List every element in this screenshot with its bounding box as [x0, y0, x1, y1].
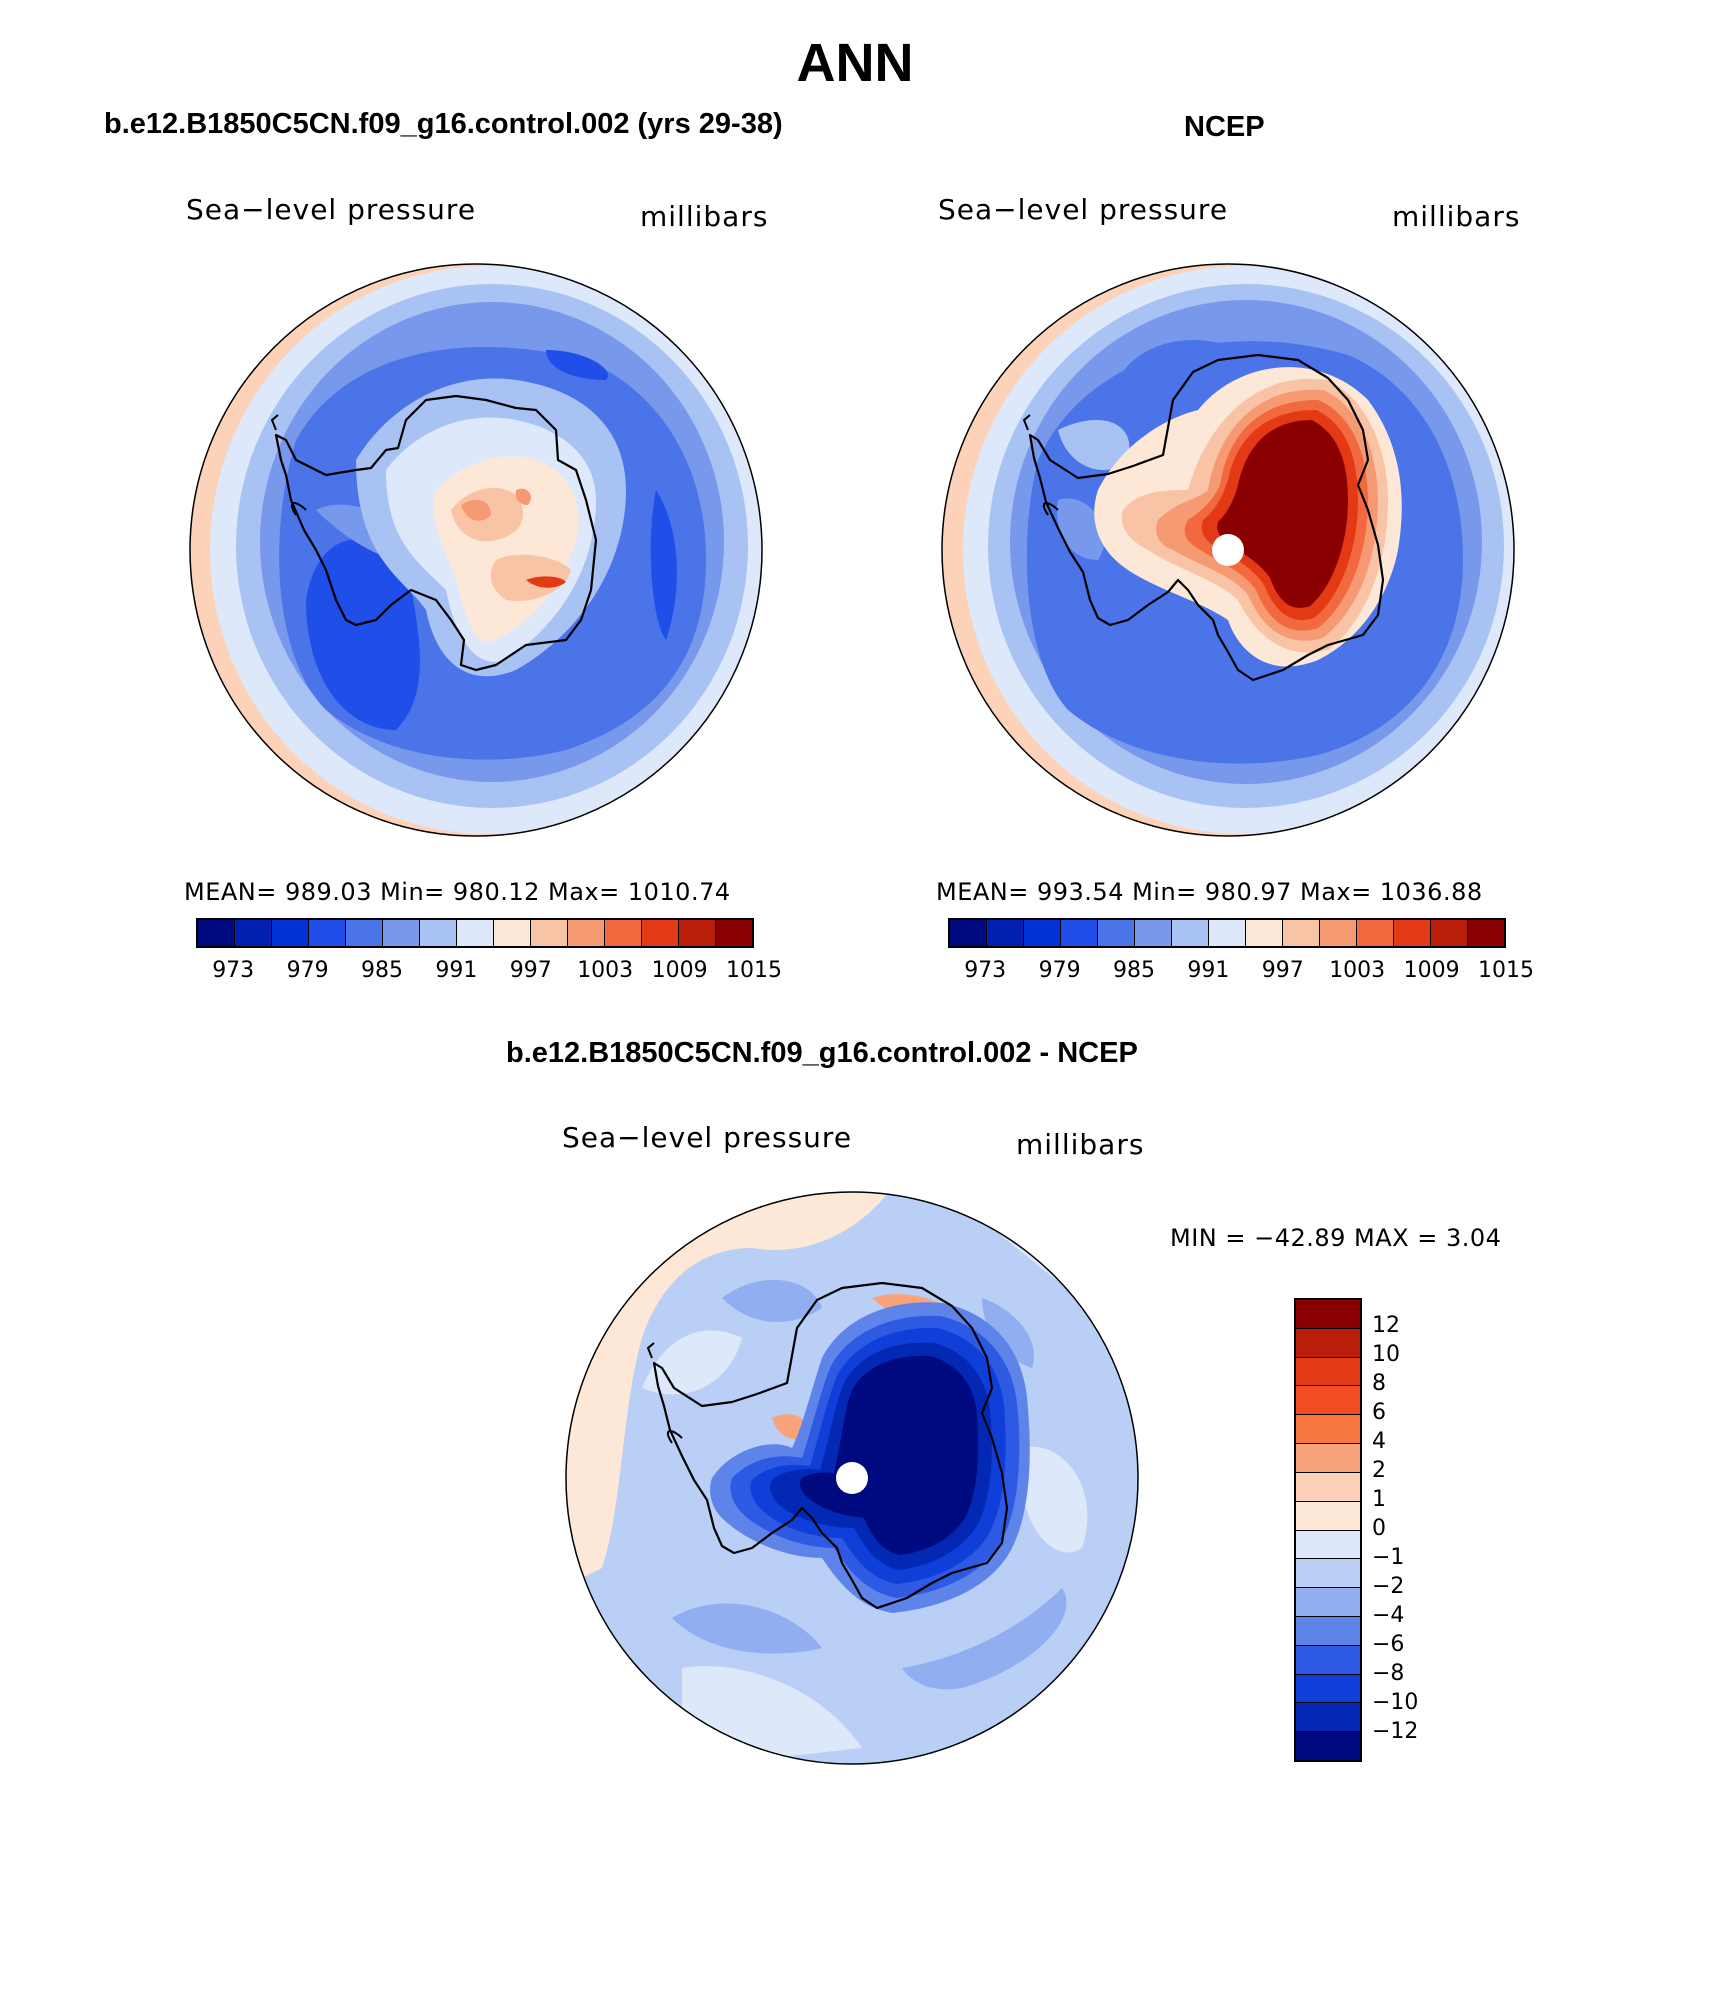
obs-variable-label: Sea−level pressure	[938, 193, 1229, 226]
colorbar-tick-label: 1015	[726, 958, 782, 983]
colorbar-swatch	[1468, 920, 1504, 946]
colorbar-swatch	[1296, 1703, 1360, 1733]
obs-colorbar	[948, 918, 1506, 948]
colorbar-swatch	[1283, 920, 1320, 946]
colorbar-swatch	[1296, 1415, 1360, 1445]
obs-panel-title: NCEP	[1184, 111, 1265, 143]
colorbar-tick-label: 973	[212, 958, 255, 983]
colorbar-swatch	[987, 920, 1024, 946]
colorbar-swatch	[1357, 920, 1394, 946]
diff-polar-map	[565, 1191, 1139, 1765]
colorbar-swatch	[1135, 920, 1172, 946]
colorbar-swatch	[420, 920, 457, 946]
colorbar-tick-label: 10	[1372, 1342, 1400, 1367]
obs-polar-map	[941, 263, 1515, 837]
colorbar-tick-label: 12	[1372, 1313, 1400, 1338]
colorbar-swatch	[1431, 920, 1468, 946]
colorbar-tick-label: −1	[1372, 1545, 1405, 1570]
colorbar-tick-label: 6	[1372, 1400, 1386, 1425]
colorbar-swatch	[1296, 1472, 1360, 1502]
colorbar-tick-label: 979	[1038, 958, 1081, 983]
colorbar-tick-label: 979	[286, 958, 329, 983]
colorbar-swatch	[1296, 1616, 1360, 1646]
colorbar-tick-label: −4	[1372, 1603, 1405, 1628]
colorbar-tick-label: 1009	[1403, 958, 1460, 983]
colorbar-swatch	[1296, 1559, 1360, 1589]
colorbar-swatch	[1296, 1328, 1360, 1358]
colorbar-tick-label: 1	[1372, 1487, 1386, 1512]
colorbar-tick-label: 2	[1372, 1458, 1386, 1483]
colorbar-swatch	[950, 920, 987, 946]
colorbar-swatch	[1296, 1444, 1360, 1473]
colorbar-swatch	[1296, 1588, 1360, 1617]
figure-title: ANN	[796, 33, 914, 93]
colorbar-swatch	[679, 920, 716, 946]
colorbar-tick-label: 1003	[1329, 958, 1386, 983]
colorbar-swatch	[457, 920, 494, 946]
model-stats: MEAN= 989.03 Min= 980.12 Max= 1010.74	[184, 878, 731, 906]
colorbar-tick-label: 997	[1261, 958, 1304, 983]
diff-colorbar	[1294, 1298, 1362, 1762]
colorbar-swatch	[605, 920, 642, 946]
model-variable-label: Sea−level pressure	[186, 193, 477, 226]
colorbar-swatch	[531, 920, 568, 946]
colorbar-tick-label: −10	[1372, 1690, 1419, 1715]
colorbar-swatch	[1296, 1674, 1360, 1704]
colorbar-swatch	[716, 920, 752, 946]
colorbar-swatch	[383, 920, 420, 946]
obs-units-label: millibars	[1392, 200, 1521, 233]
colorbar-tick-label: 991	[435, 958, 478, 983]
colorbar-swatch	[568, 920, 605, 946]
diff-panel-title: b.e12.B1850C5CN.f09_g16.control.002 - NC…	[506, 1037, 1138, 1069]
colorbar-tick-label: 1009	[651, 958, 708, 983]
colorbar-swatch	[494, 920, 531, 946]
colorbar-swatch	[346, 920, 383, 946]
diff-units-label: millibars	[1016, 1128, 1145, 1161]
model-colorbar	[196, 918, 754, 948]
colorbar-tick-label: 4	[1372, 1429, 1386, 1454]
colorbar-swatch	[1296, 1357, 1360, 1387]
colorbar-swatch	[1172, 920, 1209, 946]
colorbar-swatch	[1061, 920, 1098, 946]
colorbar-tick-label: 1015	[1478, 958, 1534, 983]
colorbar-swatch	[1098, 920, 1135, 946]
colorbar-tick-label: 0	[1372, 1516, 1386, 1541]
colorbar-swatch	[1296, 1501, 1360, 1531]
colorbar-tick-label: 1003	[577, 958, 634, 983]
colorbar-swatch	[1024, 920, 1061, 946]
colorbar-tick-label: 973	[964, 958, 1007, 983]
colorbar-tick-label: −8	[1372, 1661, 1405, 1686]
colorbar-tick-label: 991	[1187, 958, 1230, 983]
colorbar-swatch	[1296, 1300, 1360, 1329]
colorbar-swatch	[1394, 920, 1431, 946]
obs-stats: MEAN= 993.54 Min= 980.97 Max= 1036.88	[936, 878, 1483, 906]
colorbar-swatch	[1296, 1386, 1360, 1416]
colorbar-tick-label: 8	[1372, 1371, 1386, 1396]
colorbar-swatch	[1209, 920, 1246, 946]
colorbar-tick-label: 997	[509, 958, 552, 983]
colorbar-swatch	[309, 920, 346, 946]
colorbar-tick-label: −2	[1372, 1574, 1405, 1599]
colorbar-swatch	[1296, 1645, 1360, 1675]
colorbar-tick-label: 985	[1113, 958, 1155, 983]
colorbar-swatch	[1296, 1530, 1360, 1560]
model-panel-title: b.e12.B1850C5CN.f09_g16.control.002 (yrs…	[104, 108, 783, 140]
diff-variable-label: Sea−level pressure	[562, 1121, 853, 1154]
colorbar-swatch	[235, 920, 272, 946]
colorbar-swatch	[642, 920, 679, 946]
colorbar-swatch	[1320, 920, 1357, 946]
colorbar-tick-label: −12	[1372, 1719, 1419, 1744]
colorbar-swatch	[198, 920, 235, 946]
colorbar-swatch	[1246, 920, 1283, 946]
diff-minmax: MIN = −42.89 MAX = 3.04	[1170, 1224, 1502, 1252]
model-units-label: millibars	[640, 200, 769, 233]
colorbar-swatch	[272, 920, 309, 946]
colorbar-swatch	[1296, 1732, 1360, 1760]
colorbar-tick-label: 985	[361, 958, 403, 983]
model-polar-map	[189, 263, 763, 837]
colorbar-tick-label: −6	[1372, 1632, 1405, 1657]
